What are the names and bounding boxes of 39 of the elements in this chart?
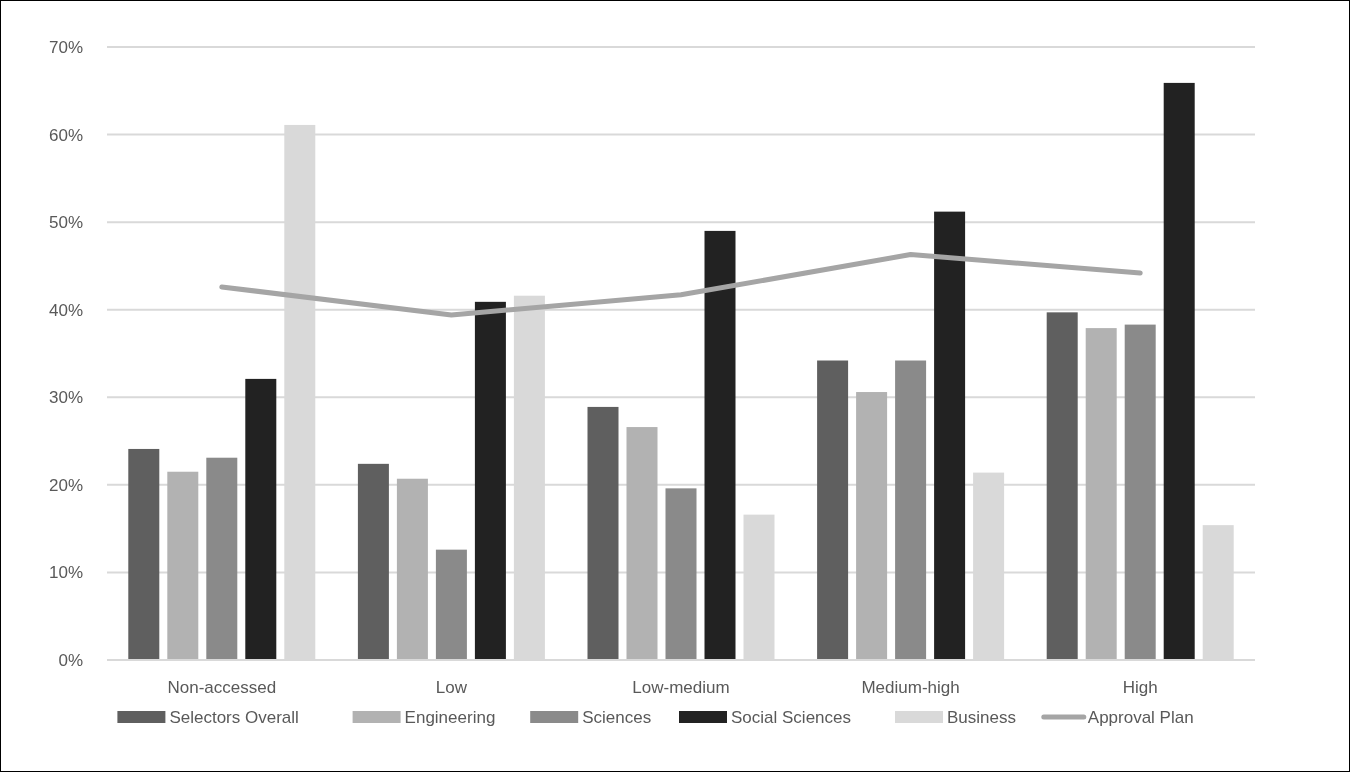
- bar: [895, 360, 927, 660]
- legend-label: Approval Plan: [1087, 707, 1194, 727]
- bar: [206, 457, 238, 660]
- bar: [357, 463, 389, 660]
- y-tick-label: 70%: [48, 37, 83, 57]
- legend-label: Engineering: [404, 707, 496, 727]
- bar: [1124, 324, 1156, 660]
- y-tick-label: 40%: [48, 300, 83, 320]
- bar: [1085, 328, 1117, 660]
- bar: [474, 301, 506, 660]
- bar: [396, 478, 428, 660]
- bar: [704, 230, 736, 660]
- bar: [856, 392, 888, 660]
- legend-label: Business: [947, 707, 1016, 727]
- bar: [128, 448, 160, 660]
- y-tick-label: 10%: [48, 563, 83, 583]
- bar: [817, 360, 849, 660]
- legend-label: Selectors Overall: [169, 707, 299, 727]
- bar: [1046, 312, 1078, 660]
- y-tick-label: 60%: [48, 125, 83, 145]
- x-tick-label: Low-medium: [632, 678, 730, 697]
- bar: [934, 211, 966, 660]
- bar: [1163, 82, 1195, 660]
- legend-label: Social Sciences: [731, 707, 852, 727]
- y-tick-label: 0%: [58, 650, 83, 670]
- x-tick-label: Low: [435, 678, 468, 697]
- x-tick-label: Medium-high: [861, 678, 960, 697]
- x-tick-label: High: [1122, 678, 1158, 697]
- x-tick-label: Non-accessed: [167, 678, 277, 697]
- bar: [245, 378, 277, 660]
- legend-label: Sciences: [582, 707, 652, 727]
- bar: [167, 471, 199, 660]
- bar: [435, 549, 467, 660]
- bar: [626, 427, 658, 660]
- y-tick-label: 30%: [48, 388, 83, 408]
- bar: [665, 488, 697, 660]
- y-tick-label: 20%: [48, 475, 83, 495]
- bar: [587, 406, 619, 660]
- y-tick-label: 50%: [48, 213, 83, 233]
